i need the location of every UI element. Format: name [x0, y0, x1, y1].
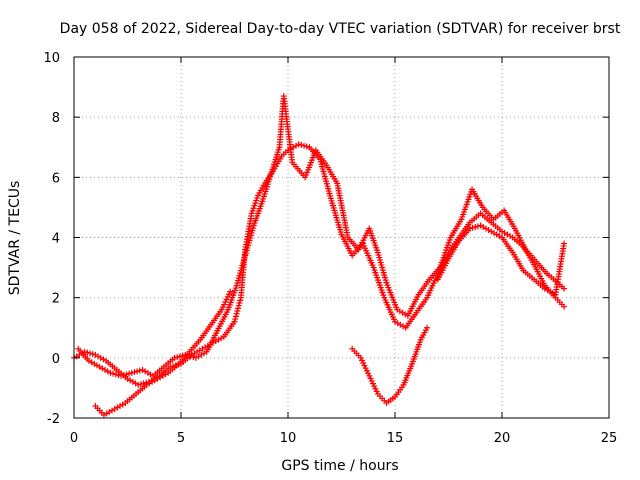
data-point	[561, 240, 568, 247]
data-point	[301, 142, 308, 149]
x-tick-label: 20	[494, 431, 511, 446]
data-point	[107, 369, 114, 376]
data-point	[233, 310, 240, 317]
series-trace-c	[92, 288, 234, 418]
data-point	[131, 369, 138, 376]
data-point	[469, 224, 476, 231]
data-point	[190, 354, 197, 361]
data-point	[174, 354, 181, 361]
data-point	[234, 308, 241, 315]
x-tick-label: 25	[601, 431, 618, 446]
data-point	[87, 350, 94, 357]
data-point	[112, 371, 119, 378]
data-point	[466, 225, 473, 232]
data-point	[235, 302, 242, 309]
data-point	[110, 370, 117, 377]
data-point	[232, 313, 239, 320]
series-trace-e	[434, 222, 568, 298]
data-point	[134, 368, 141, 375]
x-tick-label: 5	[177, 431, 185, 446]
x-tick-label: 15	[387, 431, 404, 446]
y-axis-label: SDTVAR / TECUs	[7, 181, 23, 296]
data-point	[561, 285, 568, 292]
grid	[74, 57, 609, 418]
y-tick-label: 2	[52, 292, 60, 307]
data-point	[298, 141, 305, 148]
data-point	[84, 349, 91, 356]
data-point	[136, 367, 143, 374]
data-point	[123, 371, 130, 378]
x-tick-label: 10	[280, 431, 297, 446]
data-point	[236, 300, 243, 307]
data-point	[474, 223, 481, 230]
data-point	[235, 305, 242, 312]
y-tick-label: 4	[52, 232, 60, 247]
data-point	[135, 381, 142, 388]
y-tick-label: 0	[52, 352, 60, 367]
series-trace-d	[349, 324, 431, 406]
data-point	[561, 303, 568, 310]
y-tick-label: -2	[47, 412, 60, 427]
data-point	[128, 369, 135, 376]
data-point	[237, 297, 244, 304]
data-points	[71, 93, 568, 418]
data-point	[140, 380, 147, 387]
axis-ticks: 0 5 10 15 20 25 -2 0 2 4 6 8 10	[43, 51, 617, 446]
data-point	[231, 318, 238, 325]
data-point	[295, 141, 302, 148]
data-point	[115, 372, 122, 379]
data-point	[472, 223, 479, 230]
data-point	[126, 370, 133, 377]
y-tick-label: 8	[52, 111, 60, 126]
data-point	[303, 143, 310, 150]
y-tick-label: 6	[52, 171, 60, 186]
data-point	[89, 351, 96, 358]
chart-title: Day 058 of 2022, Sidereal Day-to-day VTE…	[60, 21, 621, 37]
data-point	[137, 381, 144, 388]
data-point	[176, 353, 183, 360]
data-point	[171, 354, 178, 361]
x-axis-label: GPS time / hours	[281, 458, 398, 474]
data-point	[232, 316, 239, 323]
data-point	[227, 288, 234, 295]
data-point	[81, 348, 88, 355]
series-trace-b	[75, 93, 568, 379]
data-point	[118, 372, 125, 379]
y-tick-label: 10	[43, 51, 60, 66]
data-point	[424, 324, 431, 331]
x-tick-label: 0	[70, 431, 78, 446]
data-point	[120, 372, 127, 379]
series-trace-a	[71, 141, 568, 388]
